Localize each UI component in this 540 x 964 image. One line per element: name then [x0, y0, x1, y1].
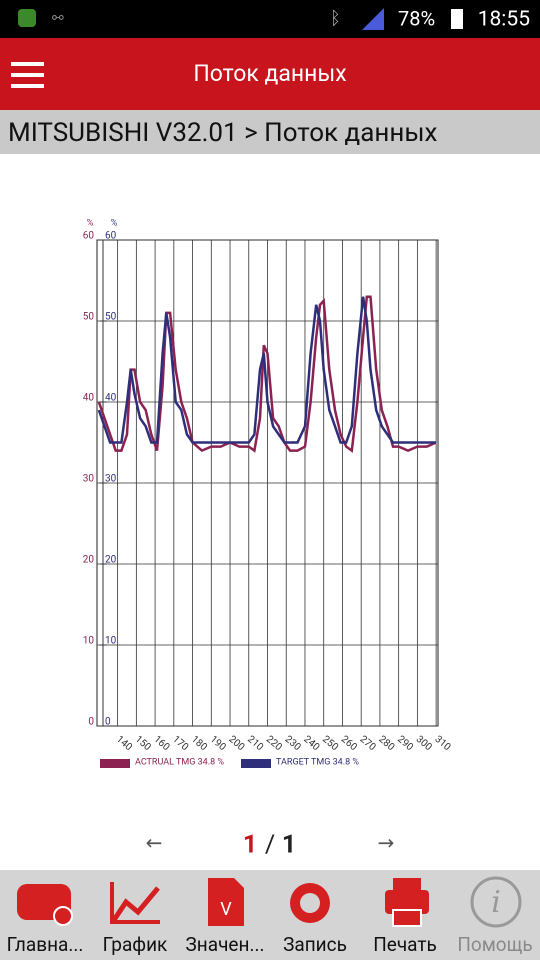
y2-tick-label: 50: [105, 312, 117, 323]
breadcrumb-bar: [0, 110, 540, 154]
breadcrumb: MITSUBISHI V32.01 > Поток данных: [8, 118, 438, 148]
legend-label: ACTRUAL TMG 34.8 %: [135, 757, 224, 767]
y-tick-label: 20: [83, 555, 95, 566]
y-tick-label: 50: [83, 312, 95, 323]
y2-tick-label: 0: [105, 717, 111, 728]
graph-icon: [111, 886, 160, 922]
menu-button[interactable]: [11, 62, 44, 88]
x-tick-label: 190: [208, 734, 228, 754]
nav-label[interactable]: Главна...: [7, 933, 84, 956]
y2-axis-label: %: [111, 218, 118, 228]
print-icon-paper: [392, 909, 422, 927]
x-tick-label: 270: [358, 734, 378, 754]
prev-page[interactable]: ←: [146, 830, 163, 854]
check-icon: [53, 906, 73, 926]
page-separator: /: [265, 831, 275, 860]
nav-labels: Главна... График Значен... Запись Печать Помо…: [7, 933, 533, 956]
x-tick-label: 310: [433, 734, 453, 754]
bottom-nav: [0, 870, 540, 960]
series-line: [97, 295, 437, 453]
x-tick-label: 170: [170, 734, 190, 754]
nav-label[interactable]: Печать: [373, 933, 437, 956]
status-bar: [0, 0, 540, 38]
x-tick-label: 230: [283, 734, 303, 754]
page-current: 1: [243, 831, 257, 860]
graph-axis-icon: [110, 882, 160, 924]
app-bar: [0, 38, 540, 110]
legend-label: TARGET TMG 34.8 %: [276, 757, 359, 767]
value-icon-letter: V: [220, 899, 232, 920]
y-tick-label: 60: [83, 231, 95, 242]
time: 18:55: [478, 8, 530, 32]
x-tick-label: 240: [301, 734, 321, 754]
x-tick-label: 160: [151, 734, 171, 754]
print-icon: [385, 890, 429, 914]
app-title: Поток данных: [193, 60, 346, 87]
y2-tick-label: 40: [105, 393, 117, 404]
value-icon: [208, 878, 244, 926]
menu-line: [11, 84, 44, 88]
series-line: [97, 296, 437, 444]
x-tick-label: 150: [133, 734, 153, 754]
y2-tick-label: 10: [105, 636, 117, 647]
nav-label[interactable]: Значен...: [186, 933, 265, 956]
help-icon: [470, 876, 522, 928]
x-tick-label: 140: [114, 734, 134, 754]
x-tick-label: 210: [245, 734, 265, 754]
bluetooth-icon: ᛒ: [330, 8, 341, 29]
nav-label[interactable]: График: [103, 933, 168, 956]
y-tick-label: 0: [88, 717, 94, 728]
y2-tick-label: 30: [105, 474, 117, 485]
menu-line: [11, 73, 44, 77]
x-tick-label: 200: [226, 734, 246, 754]
status-icon: ⚯: [52, 11, 64, 27]
x-tick-label: 260: [339, 734, 359, 754]
page-total: 1: [282, 831, 296, 860]
y-tick-label: 30: [83, 474, 95, 485]
legend-swatch: [100, 759, 130, 768]
print-icon-top: [393, 878, 421, 890]
legend-swatch: [241, 759, 271, 768]
x-tick-label: 250: [320, 734, 340, 754]
nav-label[interactable]: Помощь: [457, 933, 532, 956]
help-icon-letter: i: [491, 885, 501, 920]
y2-tick-label: 20: [105, 555, 117, 566]
nav-icons: V i: [17, 876, 522, 928]
nav-label[interactable]: Запись: [283, 933, 347, 956]
menu-line: [11, 62, 44, 66]
x-tick-label: 180: [189, 734, 209, 754]
signal-icon: [362, 8, 384, 30]
y-tick-label: 10: [83, 636, 95, 647]
chart: 0 10 20 30 40 50 60 0 10 20 30 40 50 60% % 140150160170…: [83, 218, 453, 768]
y-axis-label: %: [87, 218, 94, 228]
battery-icon: [451, 9, 463, 29]
record-icon-hole: [300, 893, 320, 913]
y2-tick-label: 60: [105, 231, 117, 242]
x-tick-label: 220: [264, 734, 284, 754]
y-tick-label: 40: [83, 393, 95, 404]
x-tick-label: 300: [414, 734, 434, 754]
status-icon: [18, 9, 36, 27]
next-page[interactable]: →: [378, 830, 395, 854]
battery-text: 78%: [398, 6, 435, 30]
x-tick-label: 290: [395, 734, 415, 754]
x-tick-label: 280: [376, 734, 396, 754]
